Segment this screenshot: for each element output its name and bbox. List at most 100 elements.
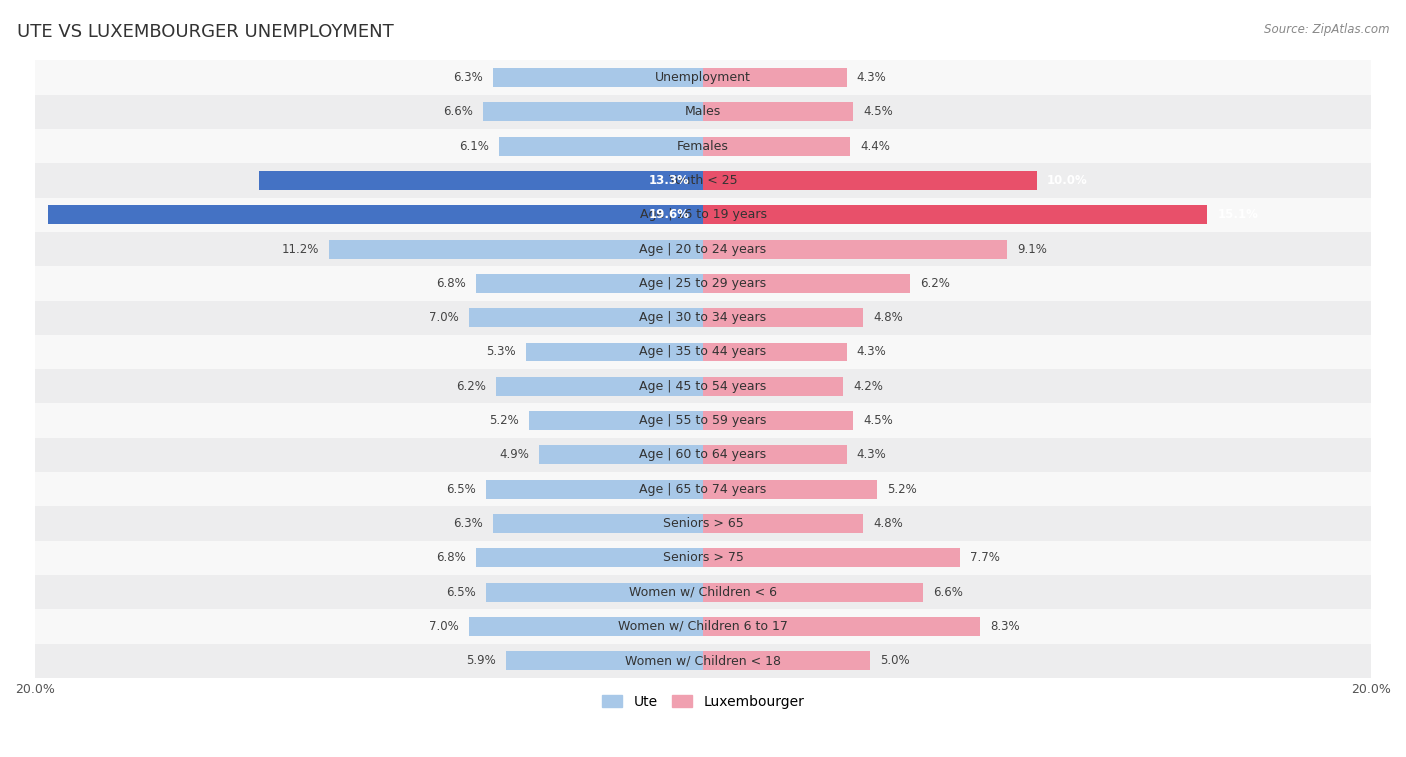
- Text: 4.9%: 4.9%: [499, 448, 529, 462]
- Bar: [703, 514, 863, 533]
- Text: 7.7%: 7.7%: [970, 551, 1000, 564]
- Text: Youth < 25: Youth < 25: [669, 174, 737, 187]
- Bar: [703, 480, 877, 499]
- Bar: [703, 411, 853, 430]
- Text: Unemployment: Unemployment: [655, 71, 751, 84]
- Text: Source: ZipAtlas.com: Source: ZipAtlas.com: [1264, 23, 1389, 36]
- Text: 6.3%: 6.3%: [453, 71, 482, 84]
- Text: Age | 45 to 54 years: Age | 45 to 54 years: [640, 380, 766, 393]
- Bar: [492, 514, 703, 533]
- Bar: [703, 171, 1038, 190]
- Text: Age | 60 to 64 years: Age | 60 to 64 years: [640, 448, 766, 462]
- Bar: [35, 403, 1371, 438]
- Text: Males: Males: [685, 105, 721, 118]
- Text: 7.0%: 7.0%: [429, 311, 460, 324]
- Bar: [35, 301, 1371, 335]
- Text: 4.5%: 4.5%: [863, 414, 893, 427]
- Bar: [470, 617, 703, 636]
- Text: Age | 35 to 44 years: Age | 35 to 44 years: [640, 345, 766, 359]
- Text: 10.0%: 10.0%: [1047, 174, 1088, 187]
- Bar: [35, 232, 1371, 266]
- Text: 4.8%: 4.8%: [873, 311, 903, 324]
- Text: 4.3%: 4.3%: [856, 71, 886, 84]
- Text: Age | 25 to 29 years: Age | 25 to 29 years: [640, 277, 766, 290]
- Bar: [35, 643, 1371, 678]
- Bar: [703, 617, 980, 636]
- Bar: [703, 274, 910, 293]
- Bar: [703, 137, 851, 156]
- Text: Women w/ Children 6 to 17: Women w/ Children 6 to 17: [619, 620, 787, 633]
- Bar: [703, 651, 870, 670]
- Text: 5.9%: 5.9%: [467, 654, 496, 667]
- Bar: [703, 445, 846, 464]
- Bar: [35, 609, 1371, 643]
- Bar: [35, 438, 1371, 472]
- Bar: [486, 480, 703, 499]
- Text: Age | 16 to 19 years: Age | 16 to 19 years: [640, 208, 766, 221]
- Bar: [492, 68, 703, 87]
- Legend: Ute, Luxembourger: Ute, Luxembourger: [596, 689, 810, 714]
- Text: Women w/ Children < 18: Women w/ Children < 18: [626, 654, 780, 667]
- Bar: [703, 240, 1007, 259]
- Text: 4.3%: 4.3%: [856, 345, 886, 359]
- Bar: [35, 506, 1371, 540]
- Text: 5.2%: 5.2%: [887, 483, 917, 496]
- Text: 6.5%: 6.5%: [446, 483, 475, 496]
- Bar: [506, 651, 703, 670]
- Text: 4.5%: 4.5%: [863, 105, 893, 118]
- Bar: [35, 266, 1371, 301]
- Bar: [526, 343, 703, 361]
- Bar: [35, 61, 1371, 95]
- Text: 5.3%: 5.3%: [486, 345, 516, 359]
- Text: 7.0%: 7.0%: [429, 620, 460, 633]
- Text: 6.1%: 6.1%: [460, 140, 489, 153]
- Bar: [703, 308, 863, 327]
- Text: 6.2%: 6.2%: [920, 277, 950, 290]
- Text: 11.2%: 11.2%: [281, 242, 319, 256]
- Bar: [703, 102, 853, 121]
- Bar: [35, 540, 1371, 575]
- Bar: [482, 102, 703, 121]
- Bar: [529, 411, 703, 430]
- Bar: [703, 583, 924, 602]
- Bar: [35, 198, 1371, 232]
- Bar: [35, 95, 1371, 129]
- Bar: [703, 68, 846, 87]
- Bar: [703, 205, 1208, 224]
- Text: 6.8%: 6.8%: [436, 551, 465, 564]
- Text: Seniors > 65: Seniors > 65: [662, 517, 744, 530]
- Text: 5.2%: 5.2%: [489, 414, 519, 427]
- Text: Seniors > 75: Seniors > 75: [662, 551, 744, 564]
- Bar: [470, 308, 703, 327]
- Bar: [35, 369, 1371, 403]
- Text: Age | 20 to 24 years: Age | 20 to 24 years: [640, 242, 766, 256]
- Text: Age | 65 to 74 years: Age | 65 to 74 years: [640, 483, 766, 496]
- Text: Age | 30 to 34 years: Age | 30 to 34 years: [640, 311, 766, 324]
- Text: 6.6%: 6.6%: [934, 586, 963, 599]
- Text: Females: Females: [678, 140, 728, 153]
- Text: 8.3%: 8.3%: [990, 620, 1019, 633]
- Bar: [703, 377, 844, 396]
- Bar: [35, 129, 1371, 164]
- Text: 6.2%: 6.2%: [456, 380, 486, 393]
- Text: UTE VS LUXEMBOURGER UNEMPLOYMENT: UTE VS LUXEMBOURGER UNEMPLOYMENT: [17, 23, 394, 41]
- Bar: [499, 137, 703, 156]
- Bar: [496, 377, 703, 396]
- Bar: [259, 171, 703, 190]
- Bar: [486, 583, 703, 602]
- Text: 5.0%: 5.0%: [880, 654, 910, 667]
- Text: 6.3%: 6.3%: [453, 517, 482, 530]
- Bar: [35, 164, 1371, 198]
- Text: 4.4%: 4.4%: [860, 140, 890, 153]
- Bar: [35, 575, 1371, 609]
- Text: 4.3%: 4.3%: [856, 448, 886, 462]
- Bar: [329, 240, 703, 259]
- Bar: [35, 472, 1371, 506]
- Text: 6.5%: 6.5%: [446, 586, 475, 599]
- Bar: [540, 445, 703, 464]
- Text: 15.1%: 15.1%: [1218, 208, 1258, 221]
- Text: 13.3%: 13.3%: [650, 174, 689, 187]
- Bar: [475, 274, 703, 293]
- Text: 6.8%: 6.8%: [436, 277, 465, 290]
- Text: 6.6%: 6.6%: [443, 105, 472, 118]
